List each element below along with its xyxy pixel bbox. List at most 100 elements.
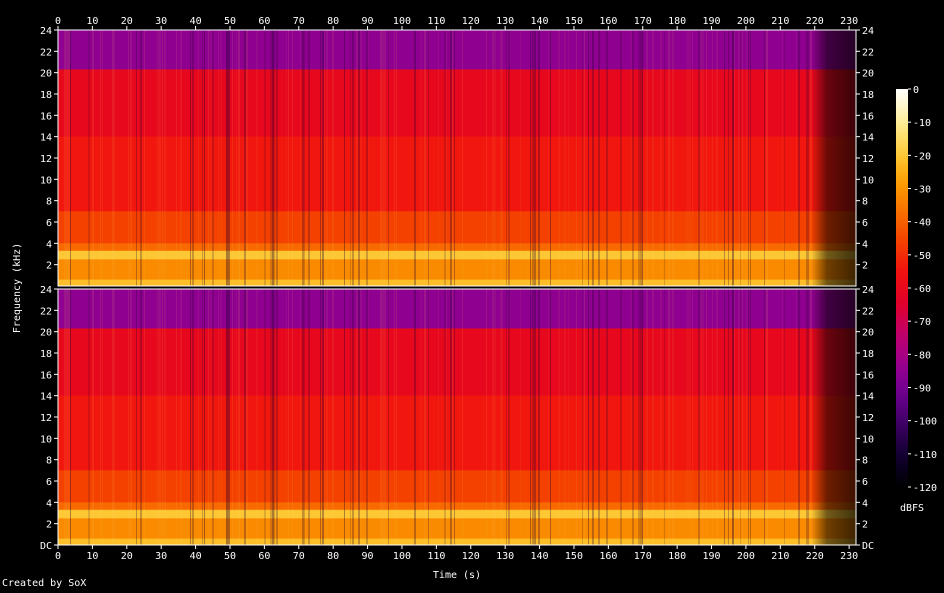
x-tick-top-label: 60 [258,16,270,27]
colorbar-tick-label: -120 [913,483,937,494]
y-tick-left-label: 14 [40,392,52,403]
y-tick-left-label: 18 [40,349,52,360]
y-tick-left-label: 24 [40,285,52,296]
y-tick-right-label: 6 [862,218,868,229]
x-tick-top-label: 120 [462,16,480,27]
channel-panel-2 [57,288,857,546]
x-tick-top-label: 210 [771,16,789,27]
x-tick-top-label: 220 [806,16,824,27]
y-tick-left-label: DC [40,541,52,552]
x-tick-bottom-label: 140 [531,551,549,562]
y-tick-right-label: 24 [862,26,874,37]
y-tick-right-label: 8 [862,456,868,467]
y-tick-right-label: 10 [862,434,874,445]
y-tick-left-label: 16 [40,370,52,381]
x-tick-bottom-label: 20 [121,551,133,562]
x-tick-top-label: 30 [155,16,167,27]
x-tick-top-label: 130 [496,16,514,27]
y-tick-left-label: 16 [40,111,52,122]
x-tick-bottom-label: 210 [771,551,789,562]
x-tick-bottom-label: 70 [293,551,305,562]
colorbar-tick-label: -60 [913,284,931,295]
y-tick-right-label: 24 [862,285,874,296]
y-tick-right-label: 18 [862,90,874,101]
colorbar-tick-label: -50 [913,251,931,262]
y-tick-right-label: 6 [862,477,868,488]
x-tick-top-label: 10 [86,16,98,27]
channel-panel-1 [57,29,857,287]
y-tick-right-label: 16 [862,111,874,122]
x-tick-top-label: 160 [599,16,617,27]
y-tick-right-label: 10 [862,175,874,186]
y-tick-left-label: 12 [40,154,52,165]
x-tick-top-label: 110 [427,16,445,27]
y-tick-right-label: 4 [862,239,868,250]
x-tick-bottom-label: 200 [737,551,755,562]
x-tick-bottom-label: 130 [496,551,514,562]
colorbar-tick-label: -40 [913,218,931,229]
y-tick-left-label: 2 [46,520,52,531]
x-tick-top-label: 0 [55,16,61,27]
x-tick-bottom-label: 110 [427,551,445,562]
y-tick-right-label: 2 [862,520,868,531]
y-tick-left-label: 10 [40,175,52,186]
x-tick-bottom-label: 220 [806,551,824,562]
y-tick-left-label: 22 [40,47,52,58]
colorbar-tick-label: -90 [913,384,931,395]
y-tick-left-label: 24 [40,26,52,37]
y-tick-left-label: 8 [46,456,52,467]
x-tick-bottom-label: 40 [190,551,202,562]
x-tick-bottom-label: 60 [258,551,270,562]
x-tick-top-label: 100 [393,16,411,27]
spectrogram-tail-1 [811,30,856,286]
y-tick-right-label: 20 [862,69,874,80]
colorbar-scale [896,89,908,487]
x-tick-bottom-label: 10 [86,551,98,562]
spectrogram-texture-1 [64,30,812,286]
x-tick-bottom-label: 50 [224,551,236,562]
x-tick-top-label: 90 [362,16,374,27]
y-tick-right-label: 14 [862,392,874,403]
x-axis-title: Time (s) [433,570,481,581]
x-tick-bottom-label: 100 [393,551,411,562]
y-tick-left-label: 14 [40,133,52,144]
x-tick-top-label: 50 [224,16,236,27]
colorbar-tick-label: -20 [913,151,931,162]
y-tick-left-label: 18 [40,90,52,101]
y-tick-right-label: 8 [862,197,868,208]
x-tick-top-label: 40 [190,16,202,27]
x-tick-bottom-label: 120 [462,551,480,562]
colorbar-title: dBFS [900,503,924,514]
x-tick-top-label: 170 [634,16,652,27]
y-tick-right-label: 12 [862,154,874,165]
x-tick-top-label: 140 [531,16,549,27]
x-tick-bottom-label: 0 [55,551,61,562]
y-tick-left-label: 2 [46,261,52,272]
y-tick-right-label: 16 [862,370,874,381]
x-tick-bottom-label: 150 [565,551,583,562]
x-tick-bottom-label: 160 [599,551,617,562]
y-tick-left-label: 22 [40,306,52,317]
y-tick-left-label: 6 [46,477,52,488]
colorbar-tick-label: -100 [913,417,937,428]
y-axis-title: Frequency (kHz) [12,243,23,333]
colorbar-tick-label: -110 [913,450,937,461]
colorbar-tick-label: 0 [913,85,919,96]
y-tick-right-label: 22 [862,47,874,58]
y-tick-left-label: 20 [40,69,52,80]
y-tick-left-label: 6 [46,218,52,229]
y-tick-left-label: 12 [40,413,52,424]
y-tick-right-label: 12 [862,413,874,424]
y-tick-right-label: 22 [862,306,874,317]
spectrogram-texture-2 [64,289,812,545]
x-tick-bottom-label: 180 [668,551,686,562]
colorbar-tick-label: -70 [913,317,931,328]
y-tick-left-label: 4 [46,239,52,250]
x-tick-bottom-label: 170 [634,551,652,562]
x-tick-top-label: 190 [703,16,721,27]
x-tick-top-label: 180 [668,16,686,27]
x-tick-top-label: 150 [565,16,583,27]
x-tick-bottom-label: 230 [840,551,858,562]
x-tick-bottom-label: 190 [703,551,721,562]
y-tick-right-label: 4 [862,498,868,509]
